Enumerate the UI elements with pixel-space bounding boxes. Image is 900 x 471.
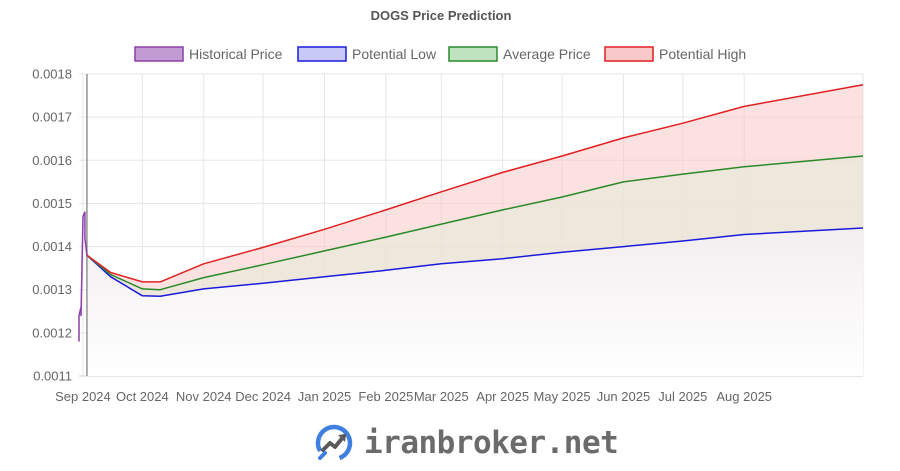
x-tick-label: Jun 2025 — [597, 389, 651, 404]
potential-high-line — [86, 84, 864, 283]
legend-label: Potential High — [659, 46, 746, 62]
x-tick-label: Sep 2024 — [55, 389, 111, 404]
x-tick-label: Apr 2025 — [476, 389, 529, 404]
x-tick-label: Mar 2025 — [414, 389, 469, 404]
y-tick-label: 0.0013 — [32, 282, 72, 297]
high-band-fill — [86, 84, 863, 290]
x-tick-label: Jul 2025 — [658, 389, 707, 404]
x-tick-label: Feb 2025 — [358, 389, 413, 404]
legend-swatch — [604, 46, 654, 62]
legend-label: Historical Price — [189, 46, 283, 62]
legend-item-average-price[interactable]: Average Price — [448, 46, 591, 62]
x-tick-label: Nov 2024 — [176, 389, 232, 404]
watermark: iranbroker.net — [314, 421, 619, 465]
historical-price-line — [78, 211, 88, 342]
y-tick-label: 0.0017 — [32, 110, 72, 125]
y-tick-label: 0.0011 — [33, 369, 72, 384]
legend-label: Potential Low — [352, 46, 437, 62]
legend-item-potential-low[interactable]: Potential Low — [297, 46, 437, 62]
y-tick-label: 0.0014 — [32, 239, 72, 254]
x-tick-label: Oct 2024 — [116, 389, 169, 404]
legend-swatch — [297, 46, 347, 62]
y-tick-label: 0.0015 — [32, 196, 72, 211]
potential-low-line — [86, 227, 864, 297]
x-tick-label: Aug 2025 — [716, 389, 772, 404]
low-band-fill — [86, 228, 863, 376]
y-tick-label: 0.0012 — [32, 325, 72, 340]
x-tick-label: Jan 2025 — [298, 389, 352, 404]
legend-item-historical-price[interactable]: Historical Price — [134, 46, 283, 62]
watermark-text: iranbroker.net — [364, 425, 619, 461]
y-tick-label: 0.0018 — [32, 67, 72, 82]
y-axis-ticks: 0.0011 0.0012 0.0013 0.0014 0.0015 0.0016 0.00… — [32, 67, 72, 384]
average-price-line — [86, 155, 864, 291]
x-tick-label: May 2025 — [534, 389, 591, 404]
x-axis-ticks: Sep 2024 Oct 2024 Nov 2024 Dec 2024 Jan 2025… — [55, 389, 772, 404]
chart-growth-logo-icon — [315, 424, 353, 462]
chart-title: DOGS Price Prediction — [371, 8, 512, 23]
series-lines — [78, 84, 864, 342]
legend-label: Average Price — [503, 46, 591, 62]
y-tick-label: 0.0016 — [32, 153, 72, 168]
legend: Historical Price Potential Low Average Pri… — [134, 46, 746, 62]
x-tick-label: Dec 2024 — [235, 389, 291, 404]
legend-swatch — [448, 46, 498, 62]
legend-item-potential-high[interactable]: Potential High — [604, 46, 746, 62]
legend-swatch — [134, 46, 184, 62]
